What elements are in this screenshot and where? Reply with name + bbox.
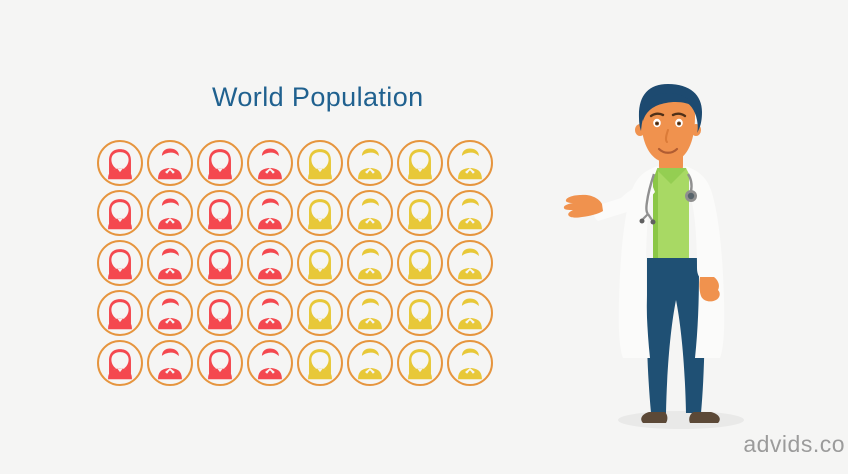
woman-icon <box>397 140 443 186</box>
pictograph-row <box>97 140 493 186</box>
man-icon <box>147 340 193 386</box>
watermark: advids.co <box>743 431 845 457</box>
woman-icon <box>297 140 343 186</box>
woman-icon <box>397 190 443 236</box>
pictograph-row <box>97 290 493 336</box>
woman-icon <box>297 340 343 386</box>
population-grid <box>97 140 493 386</box>
woman-icon <box>97 290 143 336</box>
woman-icon <box>397 340 443 386</box>
woman-icon <box>197 240 243 286</box>
man-icon <box>447 240 493 286</box>
woman-icon <box>97 340 143 386</box>
pictograph-row <box>97 240 493 286</box>
man-icon <box>447 290 493 336</box>
man-icon <box>347 340 393 386</box>
man-icon <box>347 240 393 286</box>
man-icon <box>447 340 493 386</box>
woman-icon <box>197 190 243 236</box>
woman-icon <box>197 290 243 336</box>
woman-icon <box>397 290 443 336</box>
woman-icon <box>97 240 143 286</box>
woman-icon <box>297 190 343 236</box>
man-icon <box>247 240 293 286</box>
man-icon <box>247 290 293 336</box>
woman-icon <box>97 140 143 186</box>
man-icon <box>147 190 193 236</box>
pictograph-row <box>97 190 493 236</box>
page-title: World Population <box>212 82 424 112</box>
man-icon <box>447 140 493 186</box>
man-icon <box>447 190 493 236</box>
doctor-body <box>563 146 725 423</box>
man-icon <box>347 140 393 186</box>
doctor-shadow <box>618 411 744 429</box>
man-icon <box>347 290 393 336</box>
man-icon <box>347 190 393 236</box>
woman-icon <box>297 240 343 286</box>
woman-icon <box>197 340 243 386</box>
man-icon <box>247 340 293 386</box>
pictograph-row <box>97 340 493 386</box>
man-icon <box>147 240 193 286</box>
man-icon <box>147 290 193 336</box>
woman-icon <box>197 140 243 186</box>
doctor-head <box>635 84 702 163</box>
stethoscope <box>639 173 697 225</box>
man-icon <box>247 190 293 236</box>
woman-icon <box>297 290 343 336</box>
woman-icon <box>97 190 143 236</box>
woman-icon <box>397 240 443 286</box>
man-icon <box>147 140 193 186</box>
man-icon <box>247 140 293 186</box>
